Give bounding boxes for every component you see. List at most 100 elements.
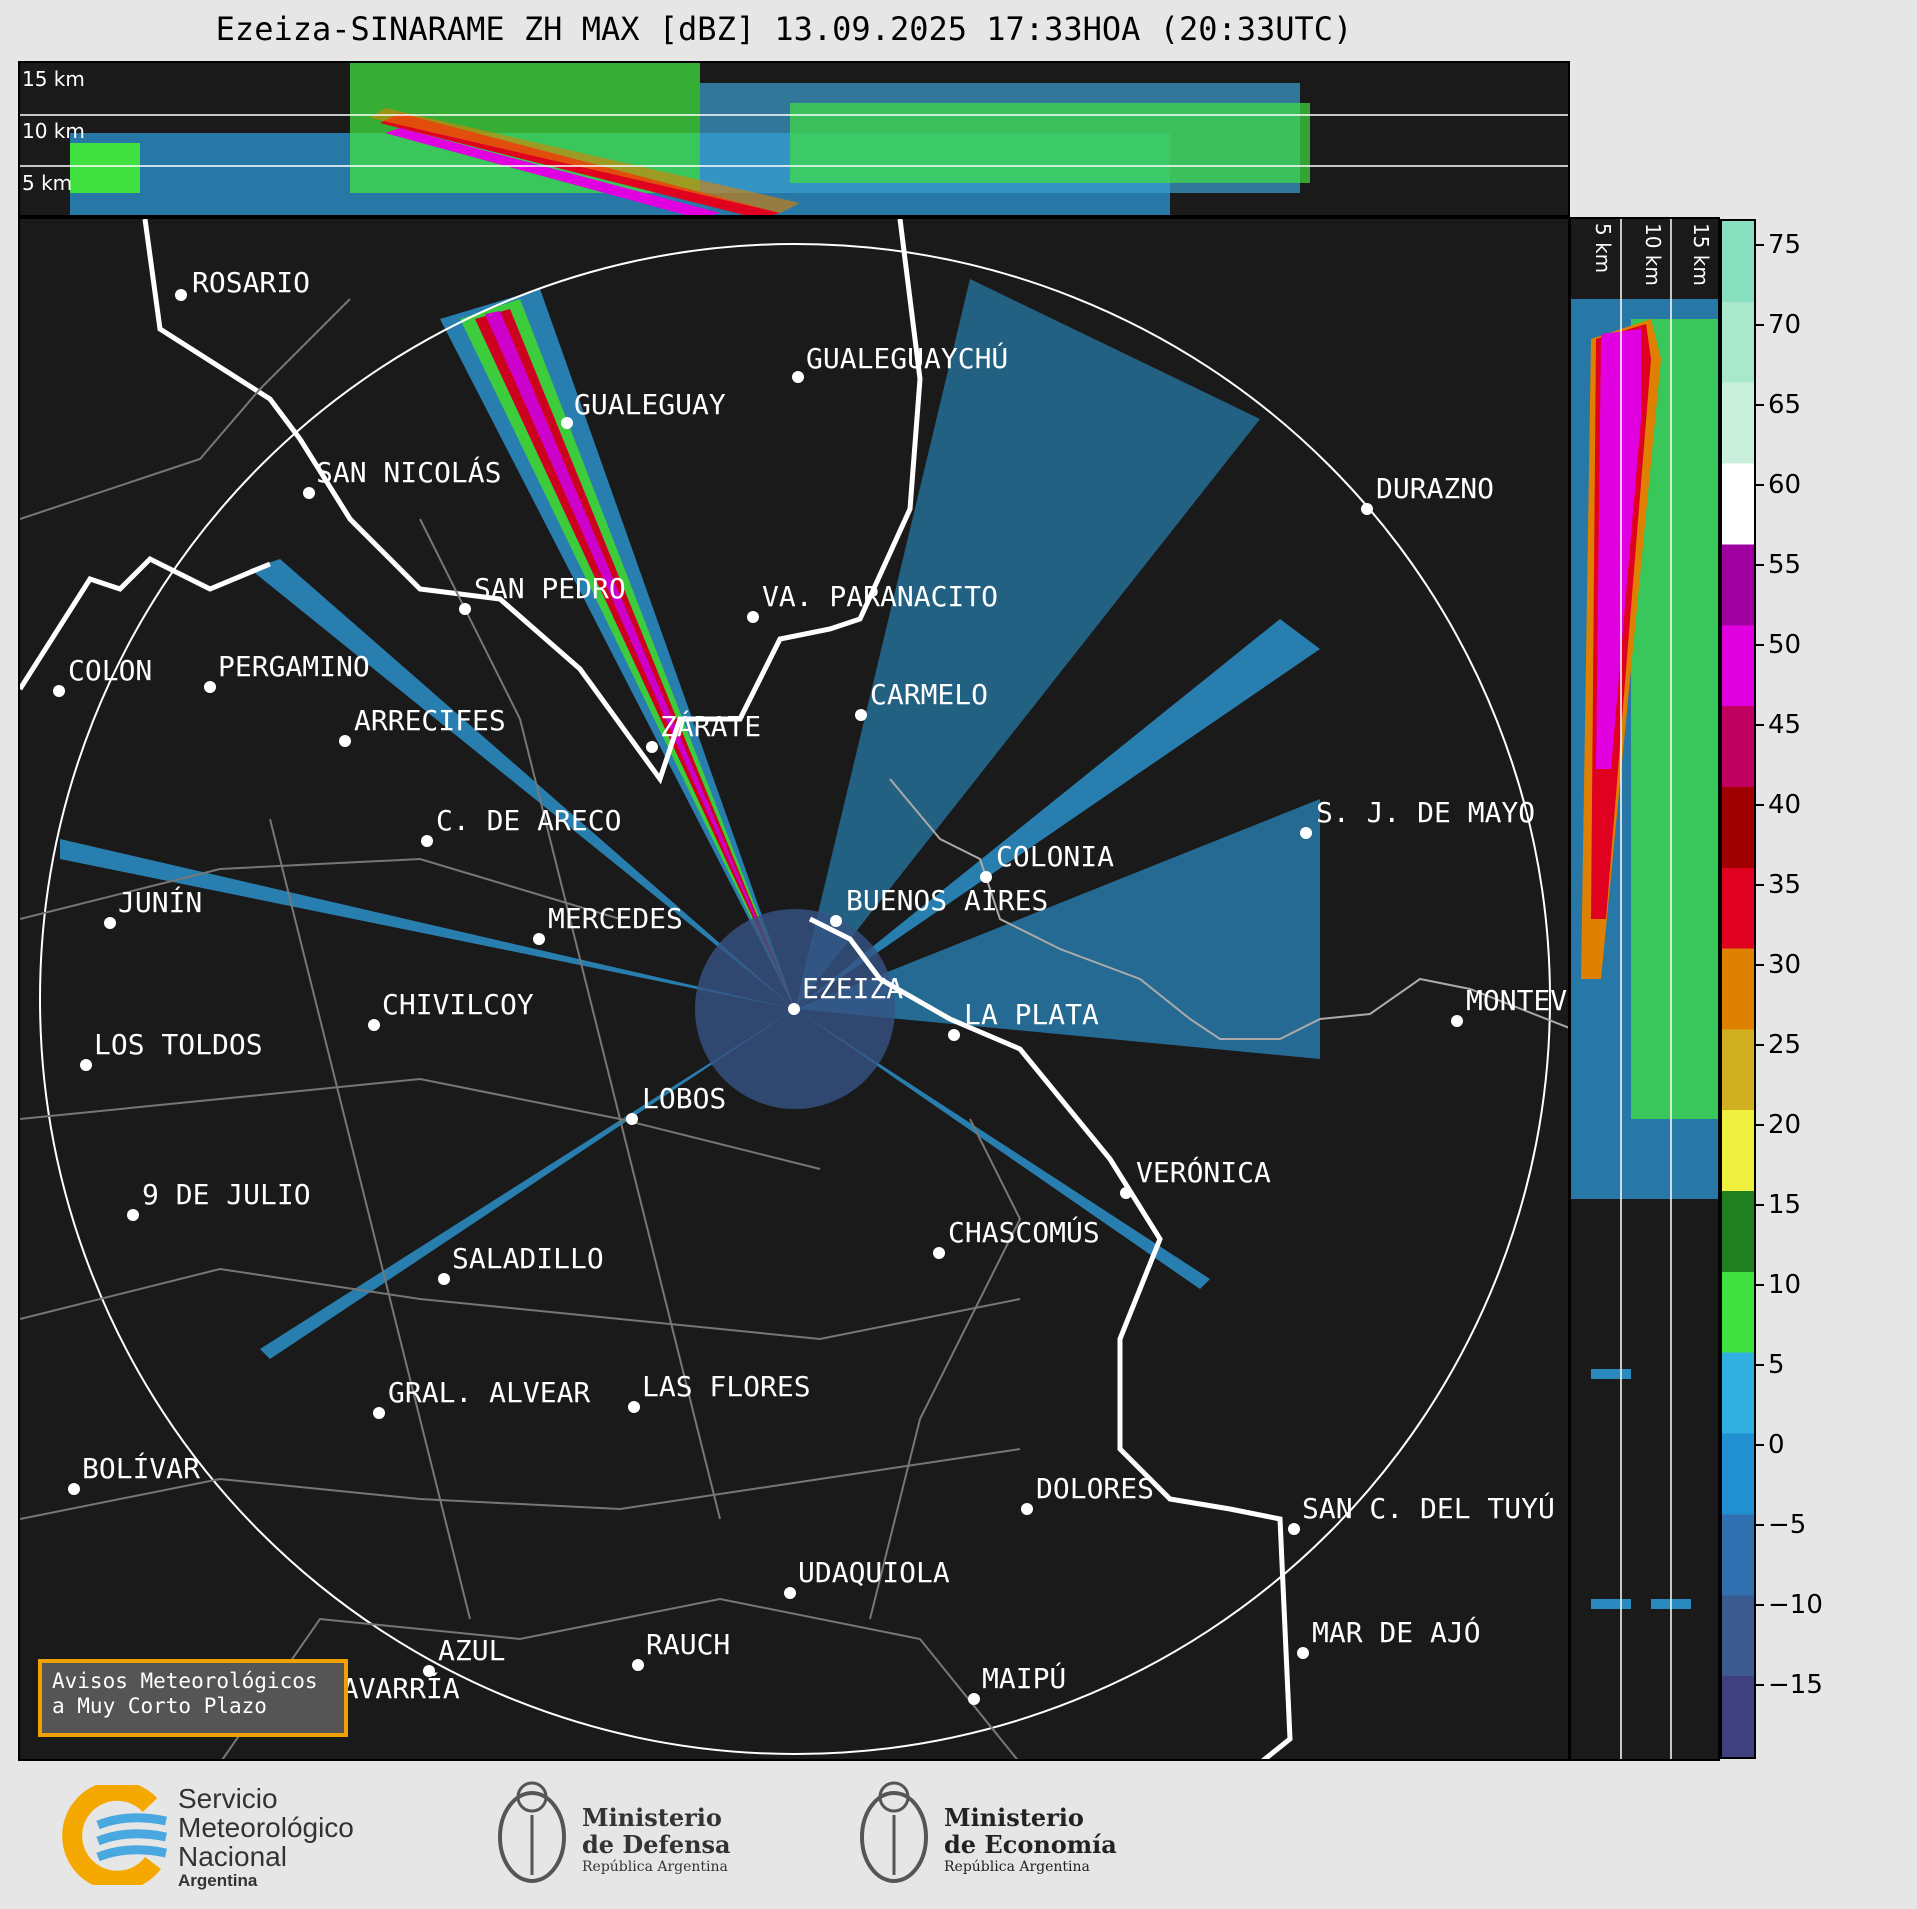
city-label-ezeiza: EZEIZA: [802, 972, 904, 1005]
city-label-san-c-del-tuyu: SAN C. DEL TUYÚ: [1302, 1492, 1555, 1525]
city-label-san-nicolas: SAN NICOLÁS: [316, 456, 502, 489]
colorbar-tick-label: −10: [1768, 1590, 1823, 1620]
colorbar-tick: [1756, 1524, 1764, 1526]
city-label-las-flores: LAS FLORES: [642, 1370, 811, 1403]
colorbar-tick: [1756, 644, 1764, 646]
colorbar-tick-label: 45: [1768, 710, 1802, 740]
city-dot-gral-alvear: [373, 1407, 385, 1419]
colorbar-tick-label: 15: [1768, 1190, 1802, 1220]
city-dot-colon: [53, 685, 65, 697]
colorbar-tick-label: 75: [1768, 230, 1802, 260]
city-dot-azul: [423, 1665, 435, 1677]
defensa-line1: Ministerio: [582, 1803, 722, 1832]
city-label-mercedes: MERCEDES: [548, 902, 683, 935]
city-label-arrecifes: ARRECIFES: [354, 704, 506, 737]
city-label-gral-alvear: GRAL. ALVEAR: [388, 1376, 591, 1409]
colorbar-tick: [1756, 564, 1764, 566]
top-alt-label-5: 5 km: [22, 171, 73, 195]
chart-title: Ezeiza-SINARAME ZH MAX [dBZ] 13.09.2025 …: [215, 10, 1353, 48]
city-dot-los-toldos: [80, 1059, 92, 1071]
city-dot-las-flores: [628, 1401, 640, 1413]
avisos-link[interactable]: Avisos Meteorológicos a Muy Corto Plazo: [38, 1659, 348, 1737]
city-label-va-paranacito: VA. PARANACITO: [762, 580, 999, 613]
colorbar-tick: [1756, 724, 1764, 726]
right-cross-section-echoes: [1571, 219, 1718, 1759]
economia-line3: República Argentina: [944, 1859, 1090, 1875]
top-alt-label-10: 10 km: [22, 119, 85, 143]
city-dot-ezeiza: [788, 1003, 800, 1015]
smn-line1: Servicio: [178, 1783, 278, 1814]
city-label-junin: JUNÍN: [118, 886, 203, 919]
economia-line1: Ministerio: [944, 1803, 1084, 1832]
colorbar-tick-label: 5: [1768, 1350, 1785, 1380]
city-label-bolivar: BOLÍVAR: [82, 1452, 201, 1485]
colorbar-tick: [1756, 1364, 1764, 1366]
city-dot-va-paranacito: [747, 611, 759, 623]
colorbar-tick: [1756, 1604, 1764, 1606]
colorbar-tick-label: −15: [1768, 1670, 1823, 1700]
colorbar-tick-label: 65: [1768, 390, 1802, 420]
top-cross-section-echoes: [20, 63, 1568, 215]
economia-line2: de Economía: [944, 1830, 1117, 1859]
city-dot-rauch: [632, 1659, 644, 1671]
city-label-colon: COLON: [68, 654, 153, 687]
city-label-pergamino: PERGAMINO: [218, 650, 370, 683]
city-label-zarate: ZÁRATE: [660, 710, 762, 743]
city-dot-saladillo: [438, 1273, 450, 1285]
colorbar-tick: [1756, 404, 1764, 406]
defensa-logo-text: Ministerio de Defensa República Argentin…: [582, 1804, 731, 1876]
city-label-veronica: VERÓNICA: [1136, 1156, 1271, 1189]
city-dot-san-c-del-tuyu: [1288, 1523, 1300, 1535]
city-label-lobos: LOBOS: [642, 1082, 727, 1115]
colorbar-tick: [1756, 1204, 1764, 1206]
city-dot-san-pedro: [459, 603, 471, 615]
colorbar-tick-label: 70: [1768, 310, 1802, 340]
city-dot-lobos: [626, 1113, 638, 1125]
colorbar-tick-label: 0: [1768, 1430, 1785, 1460]
city-dot-bolivar: [68, 1483, 80, 1495]
smn-line3: Nacional: [178, 1841, 287, 1872]
city-label-mar-de-ajo: MAR DE AJÓ: [1312, 1616, 1481, 1649]
avisos-line2: a Muy Corto Plazo: [52, 1694, 267, 1719]
smn-line2: Meteorológico: [178, 1812, 354, 1843]
economia-logo-text: Ministerio de Economía República Argenti…: [944, 1804, 1117, 1876]
colorbar-tick-label: 30: [1768, 950, 1802, 980]
city-dot-sj-de-mayo: [1300, 827, 1312, 839]
river-border-line: [142, 219, 923, 785]
city-label-colonia: COLONIA: [996, 840, 1115, 873]
colorbar-tick: [1756, 964, 1764, 966]
colorbar-tick: [1756, 1044, 1764, 1046]
economia-escudo-icon: [857, 1775, 931, 1895]
colorbar-tick: [1756, 1284, 1764, 1286]
colorbar-tick: [1756, 484, 1764, 486]
colorbar-tick: [1756, 804, 1764, 806]
city-dot-maipu: [968, 1693, 980, 1705]
city-label-rosario: ROSARIO: [192, 266, 311, 299]
city-dot-mar-de-ajo: [1297, 1647, 1309, 1659]
colorbar-tick-label: 55: [1768, 550, 1802, 580]
colorbar-tick: [1756, 884, 1764, 886]
city-dot-gualeguay: [561, 417, 573, 429]
city-dot-colonia: [980, 871, 992, 883]
city-label-san-pedro: SAN PEDRO: [474, 572, 626, 605]
city-dot-dolores: [1021, 1503, 1033, 1515]
colorbar-tick-label: 25: [1768, 1030, 1802, 1060]
right-cross-section-panel: 5 km 10 km 15 km: [1569, 217, 1720, 1761]
city-dot-la-plata: [948, 1029, 960, 1041]
colorbar-tick-label: 60: [1768, 470, 1802, 500]
city-dot-junin: [104, 917, 116, 929]
city-dot-pergamino: [204, 681, 216, 693]
defensa-line3: República Argentina: [582, 1859, 728, 1875]
city-label-gualeguaychu: GUALEGUAYCHÚ: [806, 342, 1009, 375]
city-dot-c-de-areco: [421, 835, 433, 847]
city-label-maipu: MAIPÚ: [982, 1662, 1067, 1695]
city-label-dolores: DOLORES: [1036, 1472, 1155, 1505]
right-alt-label-5: 5 km: [1591, 223, 1615, 274]
city-dot-udaquiola: [784, 1587, 796, 1599]
right-alt-label-15: 15 km: [1689, 223, 1713, 286]
coastline: [808, 916, 1293, 1759]
city-dot-montevideo: [1451, 1015, 1463, 1027]
city-label-9-de-julio: 9 DE JULIO: [142, 1178, 311, 1211]
city-dot-mercedes: [533, 933, 545, 945]
city-label-carmelo: CARMELO: [870, 678, 989, 711]
